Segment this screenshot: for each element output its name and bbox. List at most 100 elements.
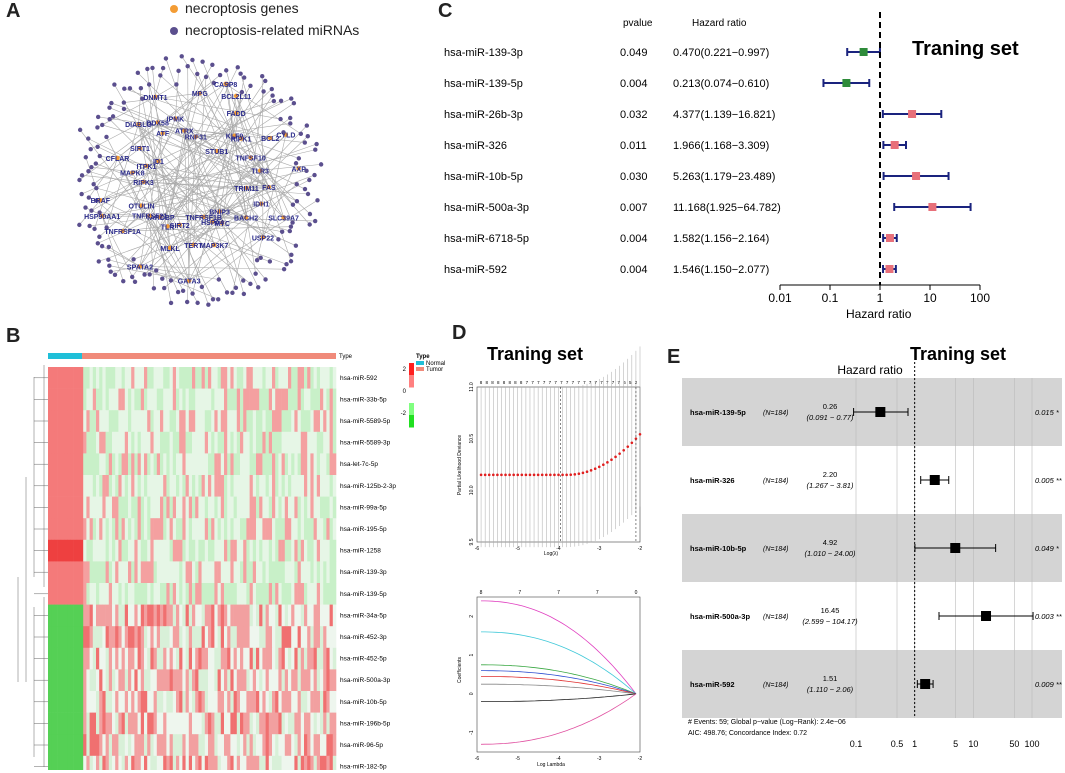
heatmap-cell <box>67 475 71 497</box>
heatmap-cell <box>220 431 225 454</box>
heatmap-cell <box>182 583 186 605</box>
heatmap-cell <box>310 561 314 584</box>
heatmap-cell <box>291 410 295 433</box>
heatmap-cell <box>140 691 145 713</box>
gene-node <box>214 148 219 154</box>
heatmap-cell <box>297 496 302 519</box>
heatmap-cell <box>89 367 94 389</box>
heatmap-cell <box>80 561 84 584</box>
cv-point <box>585 470 589 474</box>
forest-e-row-n: (N=184) <box>763 478 788 485</box>
coef-path-pink <box>480 693 637 745</box>
heatmap-cell <box>67 561 71 584</box>
heatmap-cell <box>140 539 145 562</box>
heatmap-cell <box>64 626 68 649</box>
forest-c-row-name: hsa-miR-139-5p <box>444 78 523 90</box>
heatmap-cell <box>70 561 74 584</box>
forest-c-tick-label: 10 <box>923 291 937 305</box>
heatmap-cell <box>185 626 190 649</box>
heatmap-cell <box>150 539 154 562</box>
coef-ytick: 1 <box>469 654 475 657</box>
gene-node <box>257 168 263 173</box>
heatmap-cell <box>304 518 308 541</box>
heatmap-cell <box>323 539 327 562</box>
cv-point <box>479 473 483 477</box>
forest-c-row-hr: 4.377(1.139−16.821) <box>673 109 775 121</box>
mirna-node <box>109 100 114 106</box>
heatmap-cell <box>182 475 186 497</box>
heatmap-cell <box>217 691 222 713</box>
mirna-node <box>217 72 223 78</box>
cv-point <box>638 432 642 436</box>
heatmap-cell <box>57 496 62 519</box>
heatmap-cell <box>204 518 209 541</box>
heatmap-cell <box>275 431 279 454</box>
heatmap-cell <box>96 626 100 649</box>
heatmap-cell <box>124 518 129 541</box>
heatmap-cell <box>121 669 126 692</box>
heatmap-cell <box>304 453 308 476</box>
heatmap-cell <box>329 367 334 389</box>
heatmap-cell <box>96 755 100 770</box>
heatmap-cell <box>67 734 71 757</box>
heatmap-cell <box>265 539 270 562</box>
heatmap-cell <box>144 604 148 627</box>
heatmap-cell <box>134 453 138 476</box>
heatmap-cell <box>108 367 113 389</box>
heatmap-cell <box>112 669 116 692</box>
heatmap-cell <box>220 453 225 476</box>
heatmap-cell <box>80 583 84 605</box>
heatmap-cell <box>124 583 129 605</box>
network-edge <box>149 215 171 248</box>
cv-top-tick: 8 <box>514 380 517 385</box>
heatmap-cell <box>307 604 311 627</box>
heatmap-cell <box>291 518 295 541</box>
heatmap-cell <box>48 367 52 389</box>
heatmap-cell <box>243 691 247 713</box>
heatmap-cell <box>57 539 62 562</box>
heatmap-cell <box>262 431 266 454</box>
legend-tumor: Tumor <box>426 367 443 373</box>
heatmap-cell <box>102 518 106 541</box>
coef-path-green <box>481 664 637 695</box>
heatmap-cell <box>195 561 199 584</box>
heatmap-cell <box>198 755 202 770</box>
heatmap-cell <box>236 367 241 389</box>
heatmap-cell <box>121 583 126 605</box>
mirna-node <box>175 289 181 295</box>
heatmap-cell <box>48 518 52 541</box>
heatmap-cell <box>278 626 282 649</box>
heatmap-cell <box>291 583 295 605</box>
heatmap-cell <box>204 604 209 627</box>
heatmap-cell <box>278 431 282 454</box>
heatmap-cell <box>243 496 247 519</box>
heatmap-cell <box>185 496 190 519</box>
forest-e-row-p: 0.005 ** <box>1035 476 1063 485</box>
heatmap-cell <box>57 626 62 649</box>
mirna-node <box>97 234 102 239</box>
gene-node <box>130 170 135 175</box>
forest-c-point <box>928 203 937 211</box>
cv-point <box>565 473 568 477</box>
heatmap-cell <box>48 388 52 411</box>
heatmap-cell <box>243 583 247 605</box>
heatmap-cell <box>156 539 161 562</box>
network-edge <box>219 77 245 212</box>
heatmap-cell <box>70 626 74 649</box>
heatmap-cell <box>272 604 276 627</box>
heatmap-cell <box>326 518 330 541</box>
heatmap-cell <box>284 518 289 541</box>
heatmap-cell <box>320 475 324 497</box>
heatmap-cell <box>310 712 314 735</box>
heatmap-cell <box>310 496 314 519</box>
heatmap-cell <box>172 669 177 692</box>
heatmap-cell <box>291 734 295 757</box>
heatmap-cell <box>278 734 282 757</box>
heatmap-cell <box>188 734 193 757</box>
gene-node <box>177 222 182 228</box>
gene-node <box>182 128 187 133</box>
heatmap-cell <box>179 691 183 713</box>
heatmap-cell <box>230 712 234 735</box>
heatmap-cell <box>224 475 228 497</box>
heatmap-cell <box>128 712 132 735</box>
